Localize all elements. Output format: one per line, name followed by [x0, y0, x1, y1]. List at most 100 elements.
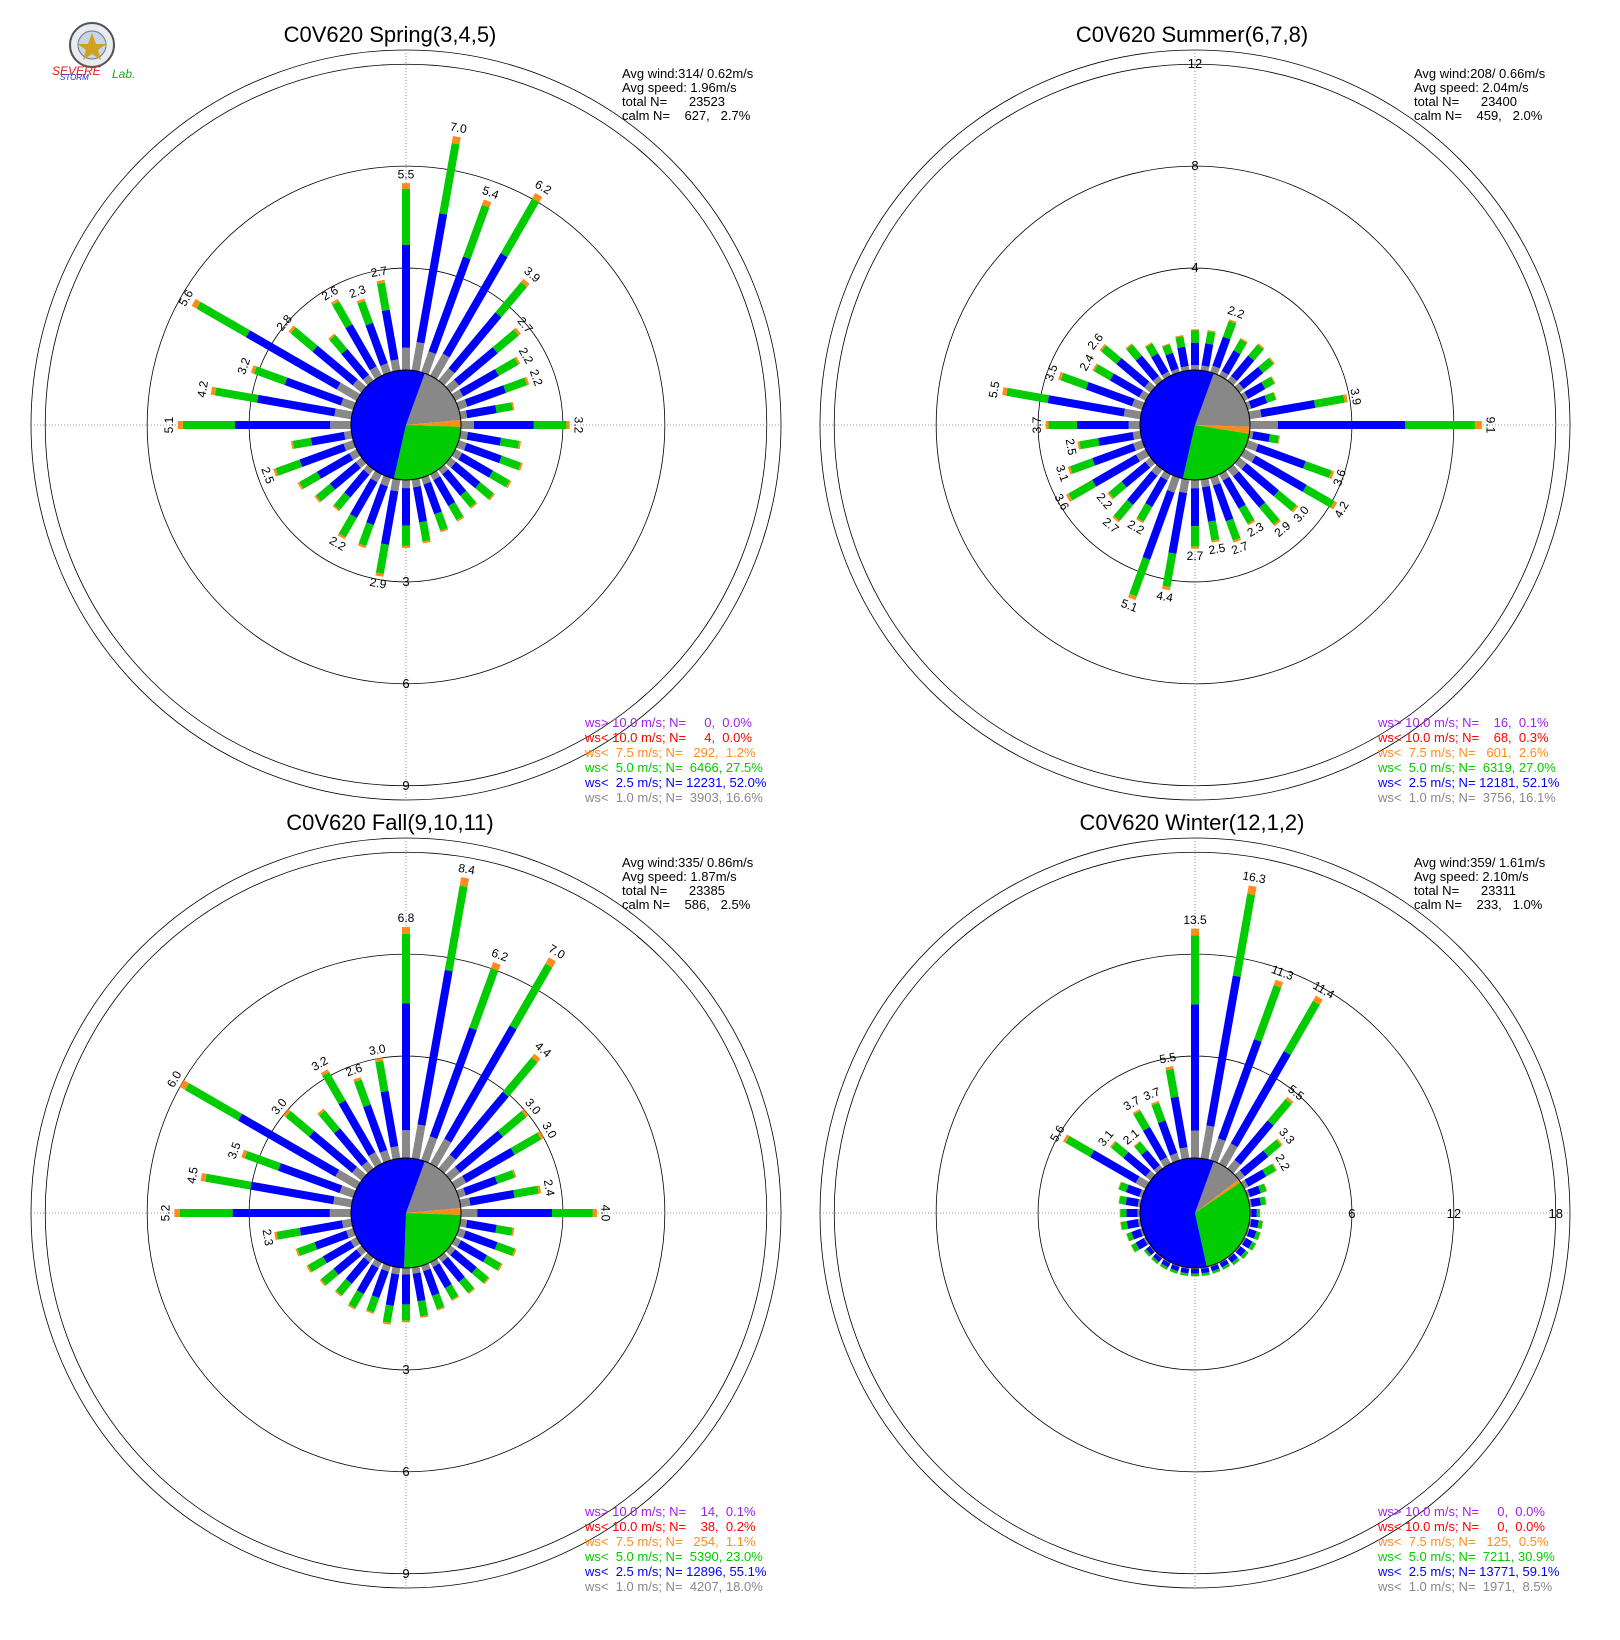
direction-bar-segment: [412, 486, 427, 523]
direction-bar-segment: [1162, 585, 1171, 591]
bar-total-label: 2.3: [259, 1228, 276, 1247]
ring-label: 18: [1549, 1206, 1563, 1221]
direction-bar-segment: [1240, 1179, 1249, 1189]
legend-entry-lt7_5: ws< 7.5 m/s; N= 292, 1.2%: [584, 745, 756, 760]
panel-title: C0V620 Spring(3,4,5): [284, 22, 497, 47]
direction-bar-segment: [402, 545, 410, 548]
direction-bar-segment: [381, 309, 399, 361]
legend-entry-lt2_5: ws< 2.5 m/s; N= 12231, 52.0%: [584, 775, 767, 790]
direction-bar-segment: [1125, 1233, 1130, 1242]
direction-bar-segment: [363, 464, 374, 475]
direction-bar-segment: [1219, 1143, 1238, 1168]
direction-bar-segment: [1107, 492, 1114, 500]
direction-bar-segment: [444, 885, 468, 972]
bar-total-label: 2.5: [1207, 541, 1226, 558]
direction-bar-segment: [442, 253, 508, 358]
direction-bar-segment: [1240, 1237, 1247, 1245]
direction-bar-segment: [592, 1209, 597, 1217]
direction-bar-segment: [1248, 1241, 1257, 1251]
bar-total-label: 5.5: [986, 380, 1003, 399]
direction-bar-segment: [1167, 475, 1180, 493]
direction-bar-segment: [299, 443, 347, 468]
direction-bar-segment: [1241, 463, 1279, 497]
direction-bar-segment: [1191, 1130, 1199, 1158]
legend-entry-lt10: ws< 10.0 m/s; N= 0, 0.0%: [1377, 1519, 1545, 1534]
direction-bar-segment: [459, 410, 468, 420]
direction-bar-segment: [457, 1240, 488, 1263]
direction-bar-segment: [552, 1209, 593, 1217]
direction-bar-segment: [513, 327, 521, 336]
direction-bar-segment: [1145, 476, 1168, 508]
direction-bar-segment: [363, 1104, 388, 1153]
direction-bar-segment: [1191, 330, 1199, 343]
direction-bar-segment: [1143, 1250, 1150, 1257]
direction-bar-segment: [357, 300, 374, 326]
direction-bar-segment: [432, 1263, 452, 1289]
direction-bar-segment: [1170, 1264, 1180, 1272]
ring-label: 6: [402, 1464, 409, 1479]
direction-bar-segment: [1302, 484, 1335, 508]
direction-bar-segment: [1134, 1141, 1148, 1156]
direction-bar-segment: [1113, 499, 1134, 521]
direction-bar-segment: [467, 1287, 475, 1295]
direction-bar-segment: [308, 1130, 358, 1173]
direction-bar-segment: [430, 353, 450, 380]
direction-bar-segment: [256, 394, 336, 417]
direction-bar-segment: [1245, 1189, 1251, 1198]
direction-bar-segment: [428, 256, 471, 354]
direction-bar-segment: [1252, 1243, 1257, 1251]
direction-bar-segment: [1126, 1209, 1138, 1217]
direction-bar-segment: [430, 1138, 452, 1168]
legend-entry-lt10: ws< 10.0 m/s; N= 68, 0.3%: [1377, 730, 1549, 745]
direction-bar-segment: [322, 1240, 355, 1264]
direction-bar-segment: [1141, 1149, 1160, 1171]
direction-bar-segment: [475, 482, 494, 500]
direction-bar-segment: [1191, 1004, 1199, 1131]
direction-bar-segment: [336, 382, 361, 401]
direction-bar-segment: [357, 543, 367, 549]
direction-bar-segment: [380, 1090, 399, 1148]
direction-bar-segment: [1116, 358, 1150, 388]
direction-bar-segment: [329, 1209, 351, 1217]
direction-bar-segment: [1191, 935, 1199, 1005]
stats-line: total N= 23311: [1414, 883, 1516, 898]
direction-bar-segment: [1233, 338, 1247, 355]
direction-bar-segment: [1158, 1120, 1178, 1156]
panel-title: C0V620 Winter(12,1,2): [1080, 810, 1305, 835]
direction-bar-segment: [343, 440, 356, 452]
direction-bar-segment: [1180, 1274, 1188, 1277]
direction-bar-segment: [402, 188, 410, 245]
direction-bar-segment: [307, 1256, 327, 1272]
direction-bar-segment: [499, 455, 521, 471]
direction-bar-segment: [1270, 376, 1276, 384]
direction-bar-segment: [438, 1252, 449, 1263]
direction-bar-segment: [466, 431, 502, 446]
direction-bar-segment: [1248, 395, 1268, 409]
direction-bar-segment: [334, 1290, 342, 1297]
direction-bar-segment: [366, 1309, 375, 1314]
direction-bar-segment: [1151, 353, 1169, 376]
direction-bar-segment: [1161, 343, 1170, 347]
direction-bar-segment: [332, 301, 353, 329]
bar-total-label: 2.3: [347, 282, 368, 301]
direction-bar-segment: [363, 1252, 374, 1263]
direction-bar-segment: [537, 1131, 544, 1140]
direction-bar-segment: [1092, 454, 1140, 487]
direction-bar-segment: [312, 345, 358, 386]
direction-bar-segment: [1217, 1039, 1262, 1142]
direction-bar-segment: [1159, 1265, 1167, 1270]
direction-bar-segment: [320, 1069, 330, 1077]
direction-bar-segment: [1118, 1181, 1129, 1193]
direction-bar-segment: [1285, 1096, 1294, 1105]
bar-total-label: 4.5: [184, 1166, 201, 1185]
direction-bar-segment: [1207, 329, 1216, 333]
bar-total-label: 2.5: [258, 465, 277, 486]
direction-bar-segment: [438, 464, 449, 475]
direction-bar-segment: [463, 442, 502, 464]
direction-bar-segment: [510, 1132, 542, 1155]
legend-entry-gt10: ws> 10.0 m/s; N= 0, 0.0%: [584, 715, 752, 730]
bar-total-label: 6.8: [398, 911, 415, 925]
stats-line: total N= 23400: [1414, 94, 1517, 109]
direction-bar-segment: [1291, 504, 1299, 513]
